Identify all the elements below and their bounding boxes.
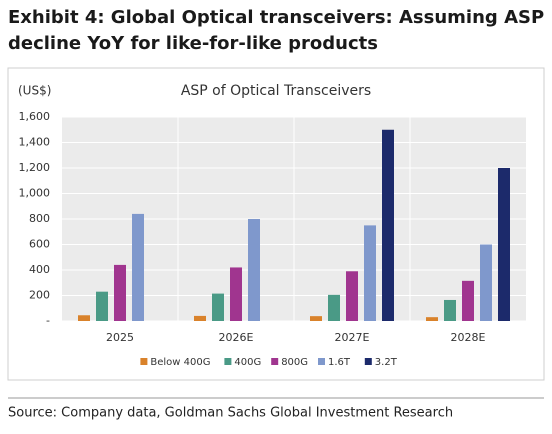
- legend-swatch: [224, 358, 232, 365]
- bar: [328, 294, 340, 321]
- y-tick-label: 800: [29, 212, 50, 225]
- bar: [382, 129, 394, 321]
- y-tick-label: -: [46, 314, 50, 327]
- bar: [498, 168, 510, 321]
- legend-label: 800G: [281, 357, 308, 368]
- y-axis-label: (US$): [18, 84, 51, 98]
- legend-swatch: [140, 358, 148, 365]
- legend-swatch: [318, 358, 325, 365]
- y-tick-label: 400: [29, 263, 50, 276]
- bar: [444, 299, 456, 321]
- x-tick-label: 2027E: [335, 331, 370, 344]
- x-tick-label: 2028E: [451, 331, 486, 344]
- y-tick-label: 200: [29, 289, 50, 302]
- bar: [96, 291, 108, 321]
- y-tick-label: 1,400: [19, 136, 51, 149]
- bar: [132, 213, 144, 321]
- bar: [230, 267, 242, 321]
- legend-label: 400G: [234, 357, 261, 368]
- bar: [310, 316, 322, 321]
- source: Source: Company data, Goldman Sachs Glob…: [8, 406, 453, 421]
- bar: [248, 219, 260, 321]
- bar: [480, 244, 492, 321]
- bar: [462, 280, 474, 321]
- y-tick-label: 600: [29, 238, 50, 251]
- y-tick-label: 1,600: [19, 110, 51, 123]
- legend-label: 1.6T: [328, 357, 351, 368]
- bar: [346, 271, 358, 321]
- bar: [194, 315, 206, 321]
- bar: [78, 315, 90, 321]
- legend-swatch: [364, 358, 372, 365]
- exhibit-title: Exhibit 4: Global Optical transceivers: …: [8, 7, 544, 54]
- bar: [114, 264, 126, 321]
- legend-label: 3.2T: [375, 357, 398, 368]
- legend-label: Below 400G: [150, 357, 210, 368]
- x-tick-label: 2025: [106, 331, 134, 344]
- y-tick-label: 1,200: [19, 161, 51, 174]
- bar: [364, 225, 376, 321]
- legend-swatch: [271, 358, 279, 365]
- x-tick-label: 2026E: [219, 331, 254, 344]
- chart-title: ASP of Optical Transceivers: [181, 83, 371, 99]
- bar: [426, 317, 438, 321]
- y-tick-label: 1,000: [19, 187, 51, 200]
- bar: [212, 293, 224, 321]
